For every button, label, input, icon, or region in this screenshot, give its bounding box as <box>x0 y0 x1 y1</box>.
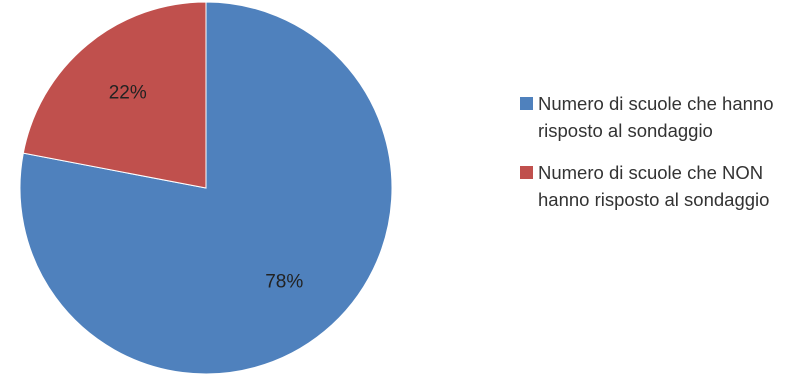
legend-item-not-responded: Numero di scuole che NON hanno risposto … <box>520 159 800 213</box>
pie-slice-not-responded <box>22 1 207 189</box>
legend-swatch-not-responded <box>520 166 533 179</box>
pie-slice-responded <box>19 1 393 375</box>
pie-data-label-responded: 78% <box>265 272 303 293</box>
legend-label-not-responded: Numero di scuole che NON hanno risposto … <box>538 162 770 210</box>
legend-item-responded: Numero di scuole che hanno risposto al s… <box>520 90 800 144</box>
pie-slices <box>19 1 393 375</box>
legend-label-responded: Numero di scuole che hanno risposto al s… <box>538 93 774 141</box>
pie-data-labels: 78% 22% <box>109 82 304 292</box>
legend-swatch-responded <box>520 97 533 110</box>
pie-data-label-not-responded: 22% <box>109 82 147 103</box>
chart-legend: Numero di scuole che hanno risposto al s… <box>520 90 800 228</box>
